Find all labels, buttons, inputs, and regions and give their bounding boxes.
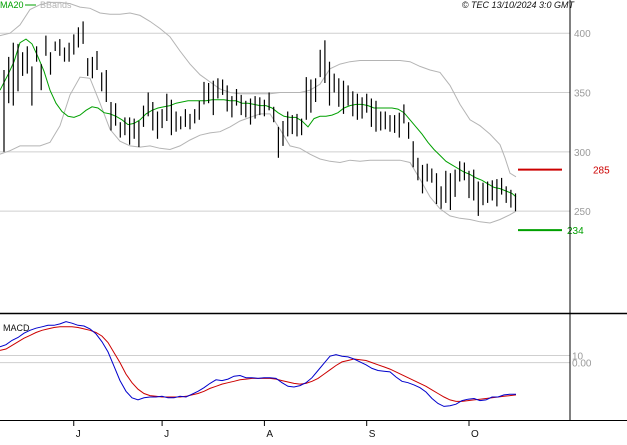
price-panel: 250 300 350 400 285 234 bbox=[0, 1, 610, 237]
resistance-level-label: 285 bbox=[593, 166, 610, 177]
month-label: O bbox=[471, 429, 479, 440]
price-gridlines bbox=[0, 32, 570, 212]
macd-line bbox=[0, 321, 516, 407]
legend-ma20: MA20 bbox=[0, 0, 24, 10]
month-label: J bbox=[76, 429, 81, 440]
month-label: S bbox=[369, 429, 376, 440]
macd-title: MACD bbox=[3, 323, 30, 333]
price-tick-label: 250 bbox=[574, 207, 591, 218]
price-bars bbox=[3, 21, 517, 216]
copyright-text: © TEC 13/10/2024 3:0 GMT bbox=[462, 0, 576, 10]
support-level-label: 234 bbox=[567, 226, 584, 237]
chart-header: MA20 BBands © TEC 13/10/2024 3:0 GMT bbox=[0, 0, 575, 10]
macd-tick-label: 10 bbox=[572, 351, 584, 362]
price-y-axis: 250 300 350 400 bbox=[574, 29, 591, 218]
price-tick-label: 400 bbox=[574, 29, 591, 40]
price-tick-label: 300 bbox=[574, 148, 591, 159]
macd-gridlines bbox=[0, 354, 570, 364]
macd-tick-label: 0.00 bbox=[572, 359, 592, 370]
price-tick-label: 350 bbox=[574, 89, 591, 100]
macd-signal-line bbox=[0, 326, 517, 402]
ma20-line bbox=[0, 38, 517, 198]
month-label: A bbox=[266, 429, 273, 440]
price-levels: 285 234 bbox=[518, 166, 610, 237]
month-label: J bbox=[164, 429, 169, 440]
bband-lower-line bbox=[0, 76, 517, 224]
bband-upper-line bbox=[0, 1, 517, 178]
legend-bbands: BBands bbox=[40, 0, 72, 10]
chart-frame bbox=[0, 0, 627, 421]
